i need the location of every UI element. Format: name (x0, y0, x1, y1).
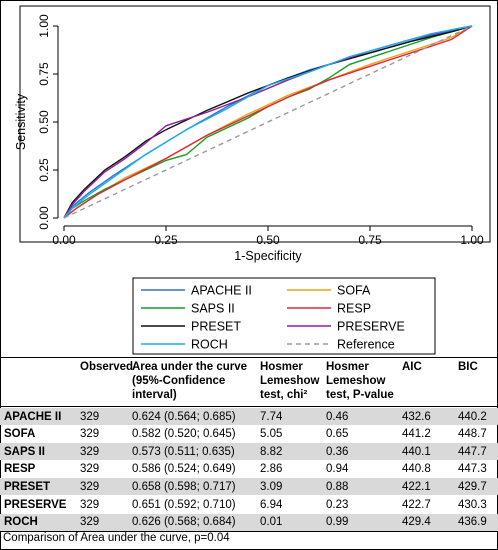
legend-label: APACHE II (191, 284, 252, 298)
table-cell: 0.23 (326, 498, 349, 511)
table-cell: 0.94 (326, 463, 349, 476)
table-cell: 429.7 (458, 480, 487, 493)
table-cell: 0.624 (0.564; 0.685) (132, 410, 236, 423)
table-header-cell: Hosmer Lemeshow test, chi² (260, 361, 320, 401)
y-tick-label: 0.25 (37, 158, 51, 182)
table-row-label: RESP (4, 463, 36, 476)
legend-label: SAPS II (191, 302, 235, 316)
table-cell: 3.09 (260, 480, 283, 493)
series-line-saps-ii (63, 25, 473, 219)
roc-chart: 0.00 0.25 0.50 0.75 1.00 0.00 0.25 0.50 0.75 1.00… (14, 5, 491, 355)
x-tick-label: 1.00 (460, 233, 484, 247)
table-header-rule (0, 406, 498, 407)
table-cell: 430.3 (458, 498, 487, 511)
table-cell: 329 (80, 480, 100, 493)
table-cell: 441.2 (402, 428, 431, 441)
table-cell: 0.01 (260, 516, 283, 529)
y-tick-label: 0.50 (37, 110, 51, 134)
table-cell: 440.2 (458, 410, 487, 423)
series-line-reference (63, 25, 473, 219)
table-row-label: ROCH (4, 516, 38, 529)
table-cell: 329 (80, 516, 100, 529)
table-top-rule (0, 357, 498, 358)
legend-label: PRESET (191, 320, 241, 334)
table-bottom-rule (0, 531, 498, 532)
table-row (0, 443, 498, 461)
series-line-preset (63, 25, 473, 219)
table-row-label: APACHE II (4, 410, 62, 423)
table-cell: 440.1 (402, 445, 431, 458)
table-header-cell: Hosmer Lemeshow test, P-value (326, 361, 394, 401)
table-cell: 5.05 (260, 428, 283, 441)
table-cell: 2.86 (260, 463, 283, 476)
x-axis-label: 1-Specificity (234, 249, 302, 263)
x-tick-label: 0.50 (256, 233, 280, 247)
table-row (0, 408, 498, 425)
table-row-label: PRESERVE (4, 498, 67, 511)
legend-label: PRESERVE (337, 320, 405, 334)
table-cell: 422.7 (402, 498, 431, 511)
table-row-label: PRESET (4, 480, 51, 493)
table-cell: 0.651 (0.592; 0.710) (132, 498, 236, 511)
series-line-roch (63, 25, 473, 219)
x-tick-label: 0.00 (52, 233, 76, 247)
table-cell: 432.6 (402, 410, 431, 423)
table-row-label: SOFA (4, 428, 36, 441)
plot-frame (19, 5, 491, 243)
table-cell: 0.586 (0.524; 0.649) (132, 463, 236, 476)
table-header-cell: AIC (402, 361, 422, 373)
table-cell: 0.582 (0.520; 0.645) (132, 428, 236, 441)
table-cell: 0.65 (326, 428, 349, 441)
table-cell: 329 (80, 445, 100, 458)
y-tick-label: 0.75 (37, 62, 51, 86)
table-cell: 0.46 (326, 410, 349, 423)
table-cell: 0.99 (326, 516, 349, 529)
legend-label: RESP (337, 302, 371, 316)
series-line-resp (63, 25, 473, 219)
table-cell: 6.94 (260, 498, 283, 511)
legend-label: Reference (337, 338, 395, 352)
table-cell: 422.1 (402, 480, 431, 493)
table-row (0, 478, 498, 496)
table-row (0, 513, 498, 531)
table-row-label: SAPS II (4, 445, 45, 458)
legend-label: SOFA (337, 284, 371, 298)
table-cell: 447.3 (458, 463, 487, 476)
x-tick-label: 0.75 (358, 233, 382, 247)
table-cell: 7.74 (260, 410, 283, 423)
table-header-cell: Area under the curve (95%-Confidence int… (132, 361, 248, 401)
y-tick-label: 0.00 (37, 206, 51, 230)
table-header-cell: BIC (458, 361, 478, 373)
table-cell: 448.7 (458, 428, 487, 441)
table-cell: 447.7 (458, 445, 487, 458)
table-header-cell: Observed (80, 361, 134, 373)
table-cell: 0.573 (0.511; 0.635) (132, 445, 235, 458)
table-cell: 0.626 (0.568; 0.684) (132, 516, 236, 529)
table-cell: 0.658 (0.598; 0.717) (132, 480, 236, 493)
table-cell: 0.36 (326, 445, 349, 458)
table-cell: 436.9 (458, 516, 487, 529)
table-cell: 329 (80, 463, 100, 476)
x-tick-label: 0.25 (154, 233, 178, 247)
table-cell: 429.4 (402, 516, 431, 529)
table-footnote: Comparison of Area under the curve, p=0.… (3, 532, 230, 544)
table-cell: 440.8 (402, 463, 431, 476)
table-cell: 329 (80, 410, 100, 423)
y-axis-label: Sensitivity (14, 93, 28, 150)
table-cell: 0.88 (326, 480, 349, 493)
legend-label: ROCH (191, 338, 228, 352)
y-tick-label: 1.00 (37, 14, 51, 38)
table-cell: 329 (80, 428, 100, 441)
table-cell: 329 (80, 498, 100, 511)
table-cell: 8.82 (260, 445, 283, 458)
